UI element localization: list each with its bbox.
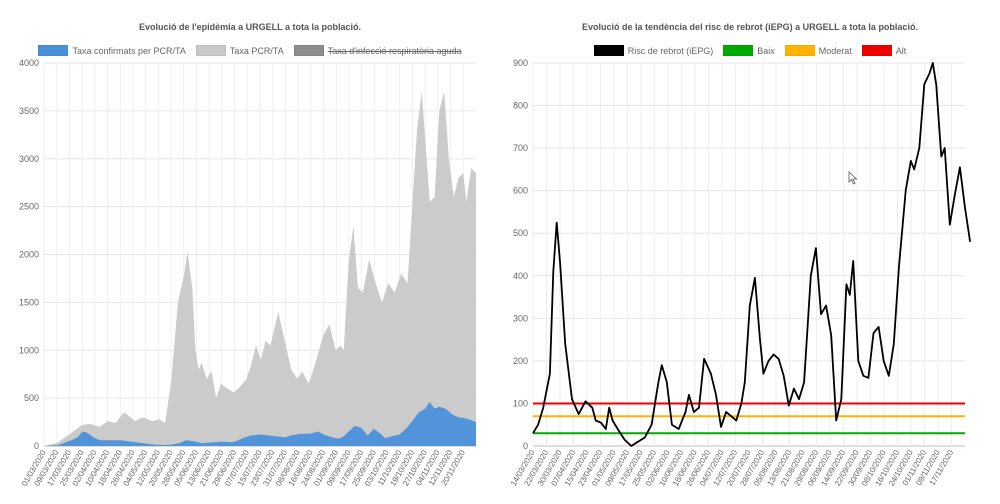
chart-legend: Taxa confirmats per PCR/TA Taxa PCR/TA T… [0,45,500,56]
legend-swatch [293,45,324,56]
legend-item-low[interactable]: Baix [723,45,775,56]
legend-swatch [861,45,892,56]
y-tick-label: 500 [513,228,528,238]
legend-label: Risc de rebrot (iEPG) [627,45,714,56]
y-tick-label: 100 [513,398,528,408]
legend-label: Moderat [818,45,852,56]
legend-swatch [784,45,815,56]
y-tick-label: 900 [513,58,528,68]
legend-label: Taxa confirmats per PCR/TA [72,45,186,56]
y-tick-label: 500 [24,393,39,403]
y-tick-label: 1000 [19,345,39,355]
legend-item-confirmed[interactable]: Taxa confirmats per PCR/TA [38,45,186,56]
chart-title: Evolució de l'epidèmia a URGELL a tota l… [138,22,362,32]
mouse-pointer-icon [848,171,858,185]
legend-label: Baix [757,45,775,56]
y-tick-label: 600 [513,186,528,196]
legend-swatch [195,45,226,56]
y-tick-label: 2500 [19,202,39,212]
legend-item-moderate[interactable]: Moderat [784,45,852,56]
y-tick-label: 400 [513,271,528,281]
legend-swatch [593,45,624,56]
y-tick-label: 200 [513,356,528,366]
regrowth-risk-chart-panel: Evolució de la tendència del risc de reb… [500,0,1000,504]
y-tick-label: 800 [513,101,528,111]
area-series [44,91,476,446]
y-tick-label: 1500 [19,297,39,307]
y-tick-label: 3500 [19,106,39,116]
legend-label: Taxa d'infecció respiratòria aguda [327,45,462,56]
area-series [44,402,476,446]
legend-item-risk[interactable]: Risc de rebrot (iEPG) [593,45,714,56]
risk-line-plot: 010020030040050060070080090014/03/202022… [509,58,971,488]
y-tick-label: 0 [523,441,528,451]
y-tick-label: 4000 [19,58,39,68]
epidemic-area-plot: 0500100015002000250030003500400001/03/20… [19,58,476,488]
epidemic-evolution-chart-panel: Evolució de l'epidèmia a URGELL a tota l… [0,22,500,488]
legend-label: Alt [895,45,907,56]
y-tick-label: 700 [513,143,528,153]
y-tick-label: 3000 [19,154,39,164]
legend-swatch [38,45,69,56]
y-tick-label: 300 [513,313,528,323]
legend-item-respiratory-infection[interactable]: Taxa d'infecció respiratòria aguda [293,45,462,56]
chart-title: Evolució de la tendència del risc de reb… [582,22,918,32]
legend-label: Taxa PCR/TA [229,45,284,56]
y-tick-label: 0 [34,441,39,451]
legend-swatch [723,45,754,56]
legend-item-pcr-rate[interactable]: Taxa PCR/TA [195,45,284,56]
line-series [532,62,971,447]
legend-item-high[interactable]: Alt [861,45,907,56]
y-tick-label: 2000 [19,250,39,260]
chart-legend: Risc de rebrot (iEPG) Baix Moderat Alt [500,45,1000,56]
